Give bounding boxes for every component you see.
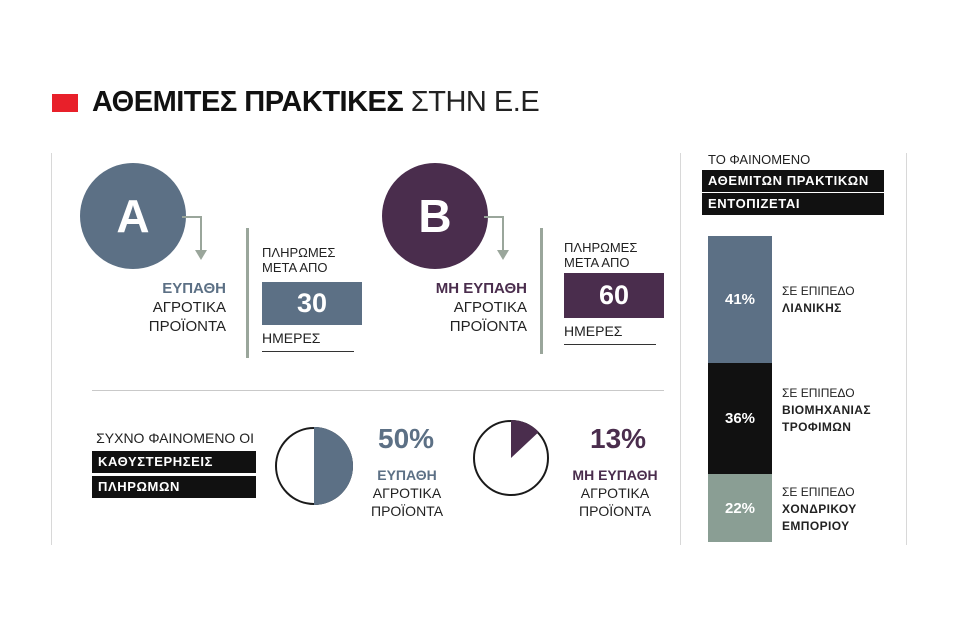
right-panel-tag-2: ΕΝΤΟΠΙΖΕΤΑΙ — [702, 193, 884, 215]
category-b-pay-label: ΠΛΗΡΩΜΕΣ ΜΕΤΑ ΑΠΟ — [564, 240, 637, 270]
category-b-circle: B — [382, 163, 488, 269]
category-b-text: ΜΗ ΕΥΠΑΘΗ ΑΓΡΟΤΙΚΑ ΠΡΟΪΟΝΤΑ — [436, 279, 527, 336]
category-a-pay-label: ΠΛΗΡΩΜΕΣ ΜΕΤΑ ΑΠΟ — [262, 245, 335, 275]
category-a-pay-line1: ΠΛΗΡΩΜΕΣ — [262, 245, 336, 260]
stack-segment-industry-value: 36% — [724, 410, 756, 427]
stack-segment-retail-value: 41% — [724, 291, 756, 308]
title-marker — [52, 94, 78, 112]
category-a-bar — [246, 228, 249, 358]
pie-perishable-line3: ΠΡΟΪΟΝΤΑ — [370, 503, 444, 519]
category-b-days-box: 60 — [564, 273, 664, 318]
section-divider — [92, 390, 664, 391]
pie-non-perishable-text: ΜΗ ΕΥΠΑΘΗ ΑΓΡΟΤΙΚΑ ΠΡΟΪΟΝΤΑ — [560, 466, 670, 520]
pie-perishable-line2: ΑΓΡΟΤΙΚΑ — [372, 485, 442, 501]
segment-wholesale-line1: ΣΕ ΕΠΙΠΕΔΟ — [782, 485, 855, 499]
delays-tag-2: ΠΛΗΡΩΜΩΝ — [92, 476, 256, 498]
stack-segment-wholesale: 22% — [708, 474, 772, 542]
stack-segment-industry: 36% — [708, 363, 772, 474]
category-b-pay-line2: ΜΕΤΑ ΑΠΟ — [564, 255, 630, 270]
category-b-letter: B — [418, 190, 452, 242]
arrow-a-icon — [182, 216, 207, 260]
pie-perishable-slice — [314, 427, 353, 505]
pie-non-perishable-line3: ΠΡΟΪΟΝΤΑ — [578, 503, 652, 519]
category-b-days: 60 — [598, 280, 630, 310]
pie-non-perishable-percent: 13% — [590, 423, 647, 454]
category-a-letter: A — [116, 190, 150, 242]
segment-wholesale-line3: ΕΜΠΟΡΙΟΥ — [782, 519, 850, 533]
category-a-circle: A — [80, 163, 186, 269]
segment-industry-line2: ΒΙΟΜΗΧΑΝΙΑΣ — [782, 403, 871, 417]
segment-industry-line3: ΤΡΟΦΙΜΩΝ — [782, 420, 852, 434]
category-a-line2: ΑΓΡΟΤΙΚΑ — [152, 299, 226, 316]
segment-industry-line1: ΣΕ ΕΠΙΠΕΔΟ — [782, 386, 855, 400]
frame-right-line — [906, 153, 907, 545]
pie-perishable-text: ΕΥΠΑΘΗ ΑΓΡΟΤΙΚΑ ΠΡΟΪΟΝΤΑ — [352, 466, 462, 520]
category-a-underline — [262, 351, 354, 352]
segment-wholesale-text: ΣΕ ΕΠΙΠΕΔΟ ΧΟΝΔΡΙΚΟΥ ΕΜΠΟΡΙΟΥ — [782, 484, 857, 535]
category-b-pay-line1: ΠΛΗΡΩΜΕΣ — [564, 240, 638, 255]
frame-left-line — [51, 153, 52, 545]
segment-retail-line2: ΛΙΑΝΙΚΗΣ — [782, 301, 842, 315]
segment-retail-line1: ΣΕ ΕΠΙΠΕΔΟ — [782, 284, 855, 298]
pie-perishable-highlight: ΕΥΠΑΘΗ — [377, 467, 437, 483]
category-a-text: ΕΥΠΑΘΗ ΑΓΡΟΤΙΚΑ ΠΡΟΪΟΝΤΑ — [149, 279, 226, 336]
category-b-highlight: ΜΗ ΕΥΠΑΘΗ — [435, 280, 527, 297]
category-a-days-box: 30 — [262, 282, 362, 325]
stack-segment-retail: 41% — [708, 236, 772, 363]
delays-label: ΣΥΧΝΟ ΦΑΙΝΟΜΕΝΟ ΟΙ — [96, 430, 254, 446]
pie-non-perishable-highlight: ΜΗ ΕΥΠΑΘΗ — [572, 467, 658, 483]
page-title: ΑΘΕΜΙΤΕΣ ΠΡΑΚΤΙΚΕΣ ΣΤΗΝ Ε.Ε — [92, 86, 540, 119]
stack-segment-wholesale-value: 22% — [724, 499, 756, 517]
right-panel-label: ΤΟ ΦΑΙΝΟΜΕΝΟ — [708, 152, 811, 167]
category-a-days: 30 — [296, 288, 328, 318]
category-a-days-label: ΗΜΕΡΕΣ — [262, 330, 321, 346]
segment-retail-text: ΣΕ ΕΠΙΠΕΔΟ ΛΙΑΝΙΚΗΣ — [782, 283, 855, 317]
title-light: ΣΤΗΝ Ε.Ε — [410, 86, 540, 118]
segment-wholesale-line2: ΧΟΝΔΡΙΚΟΥ — [782, 502, 857, 516]
title-bold: ΑΘΕΜΙΤΕΣ ΠΡΑΚΤΙΚΕΣ — [92, 86, 404, 118]
delays-tag-1: ΚΑΘΥΣΤΕΡΗΣΕΙΣ — [92, 451, 256, 473]
pie-non-perishable-line2: ΑΓΡΟΤΙΚΑ — [580, 485, 650, 501]
pie-non-perishable-chart — [473, 420, 549, 496]
category-b-underline — [564, 344, 656, 345]
category-a-highlight: ΕΥΠΑΘΗ — [162, 280, 226, 297]
category-b-days-label: ΗΜΕΡΕΣ — [564, 323, 623, 339]
segment-industry-text: ΣΕ ΕΠΙΠΕΔΟ ΒΙΟΜΗΧΑΝΙΑΣ ΤΡΟΦΙΜΩΝ — [782, 385, 871, 436]
pie-non-perishable-slice — [511, 420, 539, 458]
pie-perishable-chart — [275, 427, 353, 505]
arrow-b-icon — [484, 216, 509, 260]
frame-middle-line — [680, 153, 681, 545]
category-b-line3: ΠΡΟΪΟΝΤΑ — [449, 318, 527, 335]
category-a-pay-line2: ΜΕΤΑ ΑΠΟ — [262, 260, 328, 275]
right-panel-tag-1: ΑΘΕΜΙΤΩΝ ΠΡΑΚΤΙΚΩΝ — [702, 170, 884, 192]
category-a-line3: ΠΡΟΪΟΝΤΑ — [148, 318, 226, 335]
pie-perishable-percent: 50% — [378, 423, 435, 454]
category-b-line2: ΑΓΡΟΤΙΚΑ — [453, 299, 527, 316]
category-b-bar — [540, 228, 543, 354]
